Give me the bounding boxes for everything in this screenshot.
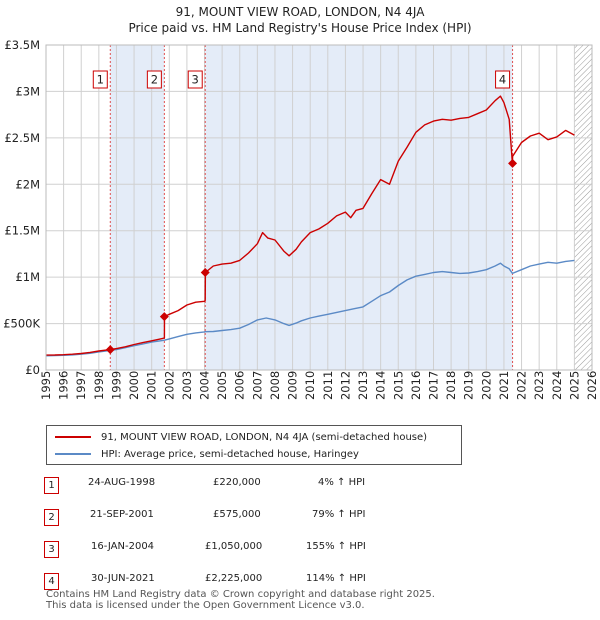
table-row: 2 21-SEP-2001 £575,000 79% ↑ HPI <box>0 506 600 526</box>
x-tick-label: 2014 <box>374 371 388 400</box>
sale-label: 2 <box>151 73 158 87</box>
series-line-property <box>45 95 575 356</box>
y-tick-label: £0 <box>25 363 40 377</box>
sale-number-badge: 4 <box>44 573 59 590</box>
footer-line-copyright: Contains HM Land Registry data © Crown c… <box>46 589 435 600</box>
x-tick-label: 2021 <box>497 371 511 400</box>
footer-attribution: Contains HM Land Registry data © Crown c… <box>46 589 435 611</box>
future-hatch-area <box>574 45 592 370</box>
chart-title: 91, MOUNT VIEW ROAD, LONDON, N4 4JA <box>176 5 426 19</box>
legend-item-hpi: HPI: Average price, semi-detached house,… <box>55 446 359 462</box>
x-tick-label: 2013 <box>356 371 370 400</box>
chart-subtitle: Price paid vs. HM Land Registry's House … <box>128 21 471 35</box>
sale-hpi-change: 4% ↑ HPI <box>318 477 366 488</box>
legend-item-property: 91, MOUNT VIEW ROAD, LONDON, N4 4JA (sem… <box>55 429 427 445</box>
x-tick-label: 2026 <box>585 371 599 400</box>
x-tick-label: 2003 <box>180 371 194 400</box>
sale-date: 16-JAN-2004 <box>91 541 155 552</box>
x-tick-label: 2024 <box>550 371 564 400</box>
series-line-hpi <box>45 259 575 357</box>
sale-hpi-change: 155% ↑ HPI <box>306 541 366 552</box>
x-tick-label: 2017 <box>426 371 440 400</box>
footer-line-licence: This data is licensed under the Open Gov… <box>46 600 365 611</box>
x-tick-label: 2022 <box>515 371 529 400</box>
y-tick-label: £3.5M <box>4 38 40 52</box>
y-tick-label: £500K <box>3 317 40 331</box>
x-tick-label: 2025 <box>567 371 581 400</box>
ownership-band <box>205 45 513 370</box>
sale-price: £2,225,000 <box>205 573 263 584</box>
x-tick-label: 2020 <box>479 371 493 400</box>
sale-number-badge: 3 <box>44 541 59 558</box>
legend-label-property: 91, MOUNT VIEW ROAD, LONDON, N4 4JA (sem… <box>101 431 428 443</box>
x-tick-label: 2018 <box>444 371 458 400</box>
y-tick-label: £1.5M <box>4 224 40 238</box>
x-tick-label: 1997 <box>74 371 88 400</box>
sale-hpi-change: 114% ↑ HPI <box>306 573 366 584</box>
sale-hpi-change: 79% ↑ HPI <box>312 509 366 520</box>
table-row: 4 30-JUN-2021 £2,225,000 114% ↑ HPI <box>0 570 600 590</box>
price-chart: 91, MOUNT VIEW ROAD, LONDON, N4 4JA Pric… <box>3 5 599 400</box>
sale-price: £1,050,000 <box>205 541 263 552</box>
sale-label-box <box>187 70 203 89</box>
chart-legend: 91, MOUNT VIEW ROAD, LONDON, N4 4JA (sem… <box>46 425 462 465</box>
plot-frame <box>45 44 593 371</box>
x-tick-label: 1996 <box>57 371 71 400</box>
x-tick-label: 2007 <box>250 371 264 400</box>
sale-number-badge: 1 <box>44 477 59 494</box>
x-tick-label: 2000 <box>127 371 141 400</box>
sale-label-box <box>146 70 162 89</box>
x-tick-label: 2010 <box>303 371 317 400</box>
x-tick-label: 2002 <box>162 371 176 400</box>
x-tick-label: 2015 <box>391 371 405 400</box>
x-tick-label: 2009 <box>286 371 300 400</box>
sale-date: 30-JUN-2021 <box>91 573 155 584</box>
sale-point <box>200 268 210 277</box>
y-tick-label: £2.5M <box>4 131 40 145</box>
x-tick-label: 2011 <box>321 371 335 400</box>
legend-label-hpi: HPI: Average price, semi-detached house,… <box>101 448 359 460</box>
sale-date: 24-AUG-1998 <box>88 477 156 488</box>
sale-date: 21-SEP-2001 <box>90 509 154 520</box>
x-tick-label: 2001 <box>145 371 159 400</box>
sale-price: £575,000 <box>213 509 261 520</box>
legend-swatch-property <box>55 436 91 438</box>
x-tick-label: 2023 <box>532 371 546 400</box>
sale-price: £220,000 <box>213 477 261 488</box>
ownership-band <box>110 45 165 370</box>
x-tick-label: 1995 <box>39 371 53 400</box>
y-tick-label: £3M <box>15 84 40 98</box>
sale-point <box>159 312 169 322</box>
x-tick-label: 2016 <box>409 371 423 400</box>
x-tick-label: 2012 <box>338 371 352 400</box>
table-row: 3 16-JAN-2004 £1,050,000 155% ↑ HPI <box>0 538 600 558</box>
x-tick-label: 2004 <box>198 371 212 400</box>
sale-point <box>105 345 115 355</box>
x-tick-label: 2008 <box>268 371 282 400</box>
y-tick-label: £2M <box>15 177 40 191</box>
sale-label-box <box>495 70 511 89</box>
sale-label-box <box>92 70 108 89</box>
sale-label: 4 <box>499 73 506 87</box>
table-row: 1 24-AUG-1998 £220,000 4% ↑ HPI <box>0 474 600 494</box>
sale-label: 3 <box>192 73 199 87</box>
sale-point <box>508 158 518 168</box>
x-tick-label: 2006 <box>233 371 247 400</box>
x-tick-label: 2005 <box>215 371 229 400</box>
x-tick-label: 2019 <box>462 371 476 400</box>
x-tick-label: 1999 <box>109 371 123 400</box>
y-tick-label: £1M <box>15 270 40 284</box>
sale-number-badge: 2 <box>44 509 59 526</box>
x-tick-label: 1998 <box>92 371 106 400</box>
sale-label: 1 <box>97 73 104 87</box>
legend-swatch-hpi <box>55 453 91 455</box>
